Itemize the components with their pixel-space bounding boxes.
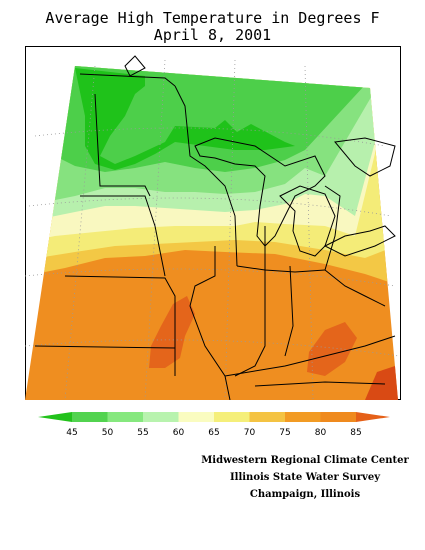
temperature-bands <box>25 66 398 400</box>
legend-swatch <box>249 412 285 422</box>
legend-swatch <box>356 412 390 422</box>
legend-tick-label: 60 <box>173 428 185 438</box>
legend-swatch <box>178 412 214 422</box>
legend-swatch <box>143 412 179 422</box>
credit-location: Champaign, Illinois <box>249 489 361 500</box>
graticule <box>25 59 400 400</box>
map-title: Average High Temperature in Degrees F Ap… <box>0 10 425 44</box>
map-title-line2: April 8, 2001 <box>153 26 272 44</box>
legend-tick-label: 55 <box>137 428 148 438</box>
legend-swatches <box>38 412 390 422</box>
legend-tick-labels: 45 50 55 60 65 70 75 80 85 <box>66 428 361 438</box>
credit-survey: Illinois State Water Survey <box>229 472 381 483</box>
band-40-45 <box>75 68 295 170</box>
map-title-line1: Average High Temperature in Degrees F <box>45 9 380 27</box>
legend-tick-label: 45 <box>66 428 77 438</box>
legend-swatch <box>38 412 72 422</box>
legend-swatch <box>72 412 108 422</box>
temperature-map <box>25 46 401 400</box>
hotspot-kentucky <box>307 322 357 376</box>
legend-swatch <box>320 412 356 422</box>
color-legend: 45 50 55 60 65 70 75 80 85 <box>38 412 390 438</box>
legend-tick-label: 65 <box>208 428 219 438</box>
legend-tick-label: 80 <box>315 428 327 438</box>
credits-block: Midwestern Regional Climate Center Illin… <box>190 452 420 503</box>
hotspot-southeast <box>365 364 398 400</box>
legend-swatch <box>214 412 250 422</box>
legend-swatch <box>107 412 143 422</box>
legend-tick-label: 85 <box>350 428 361 438</box>
boundaries <box>34 55 396 400</box>
legend-tick-label: 75 <box>279 428 290 438</box>
hotspot-missouri <box>149 296 195 368</box>
legend-swatch <box>285 412 321 422</box>
credit-org: Midwestern Regional Climate Center <box>201 455 409 466</box>
legend-tick-label: 50 <box>102 428 114 438</box>
legend-tick-label: 70 <box>244 428 256 438</box>
